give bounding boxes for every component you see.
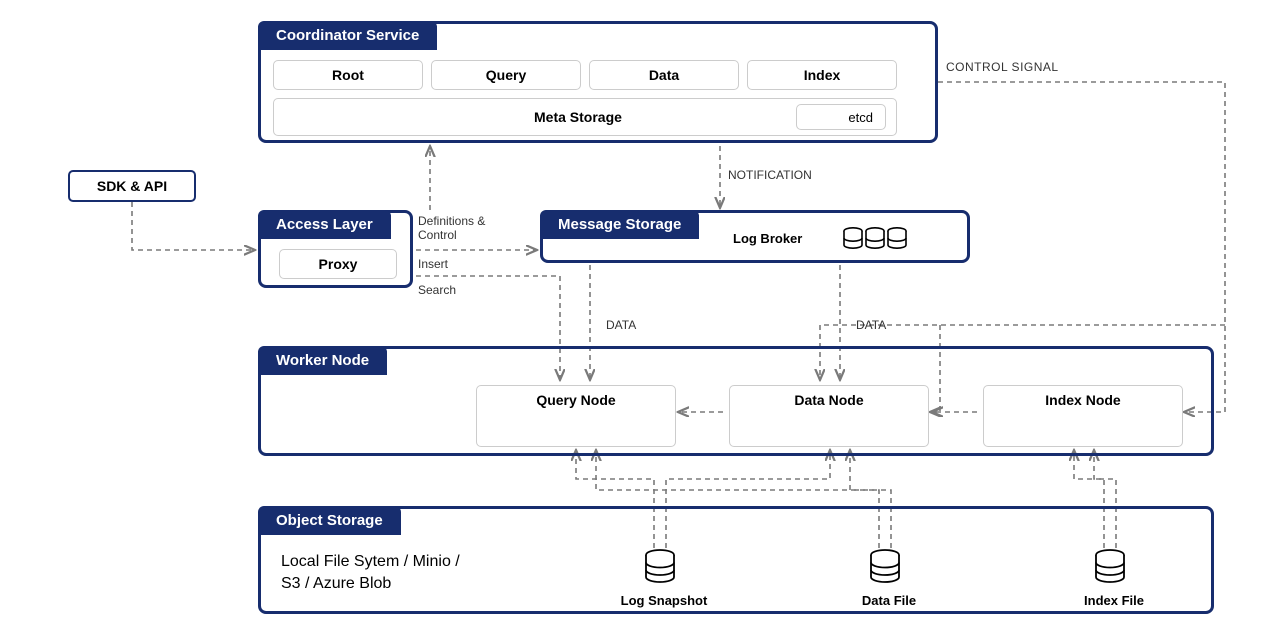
query-label: Query bbox=[486, 67, 526, 83]
query-box: Query bbox=[431, 60, 581, 90]
data-node-box: Data Node bbox=[729, 385, 929, 447]
meta-storage-label: Meta Storage bbox=[534, 109, 622, 125]
root-label: Root bbox=[332, 67, 364, 83]
access-header: Access Layer bbox=[258, 210, 391, 239]
control-label: Control bbox=[418, 228, 457, 242]
object-storage-title: Object Storage bbox=[276, 512, 383, 529]
data-node-label: Data Node bbox=[794, 392, 863, 408]
definitions-label: Definitions & bbox=[418, 214, 485, 228]
index-box: Index bbox=[747, 60, 897, 90]
message-header: Message Storage bbox=[540, 210, 699, 239]
log-broker-label: Log Broker bbox=[733, 231, 802, 246]
object-storage-desc: Local File Sytem / Minio / S3 / Azure Bl… bbox=[281, 551, 460, 594]
sdk-api-label: SDK & API bbox=[97, 178, 167, 194]
worker-node-container: Worker Node Query Node Data Node Index N… bbox=[258, 346, 1214, 456]
data-label-box: Data bbox=[649, 67, 679, 83]
message-storage-container: Message Storage Log Broker bbox=[540, 210, 970, 263]
etcd-label: etcd bbox=[848, 110, 873, 125]
etcd-box: etcd bbox=[796, 104, 886, 130]
index-file-label: Index File bbox=[1081, 593, 1147, 608]
query-node-box: Query Node bbox=[476, 385, 676, 447]
query-node-label: Query Node bbox=[536, 392, 615, 408]
access-title: Access Layer bbox=[276, 216, 373, 233]
sdk-api-box: SDK & API bbox=[68, 170, 196, 202]
index-node-label: Index Node bbox=[1045, 392, 1120, 408]
search-label: Search bbox=[418, 283, 456, 297]
root-box: Root bbox=[273, 60, 423, 90]
notification-label: NOTIFICATION bbox=[728, 168, 812, 182]
log-snapshot-label: Log Snapshot bbox=[619, 593, 709, 608]
proxy-box: Proxy bbox=[279, 249, 397, 279]
object-storage-container: Object Storage Local File Sytem / Minio … bbox=[258, 506, 1214, 614]
proxy-label: Proxy bbox=[319, 256, 358, 272]
object-storage-header: Object Storage bbox=[258, 506, 401, 535]
index-node-box: Index Node bbox=[983, 385, 1183, 447]
coordinator-title: Coordinator Service bbox=[276, 27, 419, 44]
coordinator-service-container: Coordinator Service Root Query Data Inde… bbox=[258, 21, 938, 143]
insert-label: Insert bbox=[418, 257, 448, 271]
coordinator-header: Coordinator Service bbox=[258, 21, 437, 50]
data-box: Data bbox=[589, 60, 739, 90]
index-label: Index bbox=[804, 67, 841, 83]
worker-header: Worker Node bbox=[258, 346, 387, 375]
data-label-1: DATA bbox=[606, 318, 636, 332]
control-signal-label: CONTROL SIGNAL bbox=[946, 60, 1059, 74]
desc-line1: Local File Sytem / Minio / bbox=[281, 551, 460, 573]
data-label-2: DATA bbox=[856, 318, 886, 332]
desc-line2: S3 / Azure Blob bbox=[281, 573, 460, 595]
data-file-label: Data File bbox=[859, 593, 919, 608]
message-title: Message Storage bbox=[558, 216, 681, 233]
meta-storage-box: Meta Storage etcd bbox=[273, 98, 897, 136]
worker-title: Worker Node bbox=[276, 352, 369, 369]
access-layer-container: Access Layer Proxy bbox=[258, 210, 413, 288]
